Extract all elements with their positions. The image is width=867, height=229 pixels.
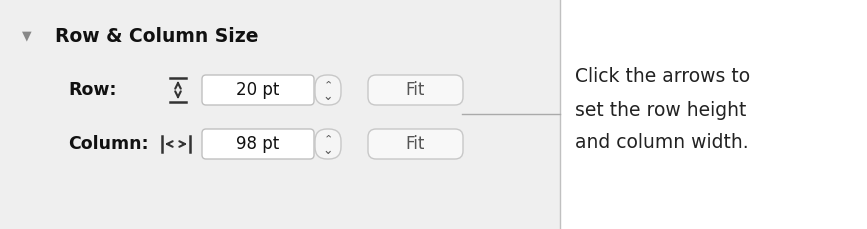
Text: Fit: Fit	[406, 135, 425, 153]
Text: ⌄: ⌄	[323, 144, 333, 156]
FancyBboxPatch shape	[368, 129, 463, 159]
Text: ⌃: ⌃	[323, 80, 333, 90]
Text: ⌃: ⌃	[323, 134, 333, 144]
Text: 20 pt: 20 pt	[237, 81, 280, 99]
Text: Column:: Column:	[68, 135, 148, 153]
Text: Fit: Fit	[406, 81, 425, 99]
Text: ⌄: ⌄	[323, 90, 333, 103]
FancyBboxPatch shape	[315, 75, 341, 105]
Text: ▼: ▼	[23, 30, 32, 43]
Text: Click the arrows to: Click the arrows to	[575, 68, 750, 87]
Text: Row:: Row:	[68, 81, 116, 99]
Text: Row & Column Size: Row & Column Size	[55, 27, 258, 46]
FancyBboxPatch shape	[368, 75, 463, 105]
Text: and column width.: and column width.	[575, 134, 748, 153]
FancyBboxPatch shape	[315, 129, 341, 159]
FancyBboxPatch shape	[202, 75, 314, 105]
Text: set the row height: set the row height	[575, 101, 746, 120]
Bar	[0, 0, 560, 229]
Bar	[560, 0, 867, 229]
FancyBboxPatch shape	[202, 129, 314, 159]
Text: 98 pt: 98 pt	[237, 135, 280, 153]
